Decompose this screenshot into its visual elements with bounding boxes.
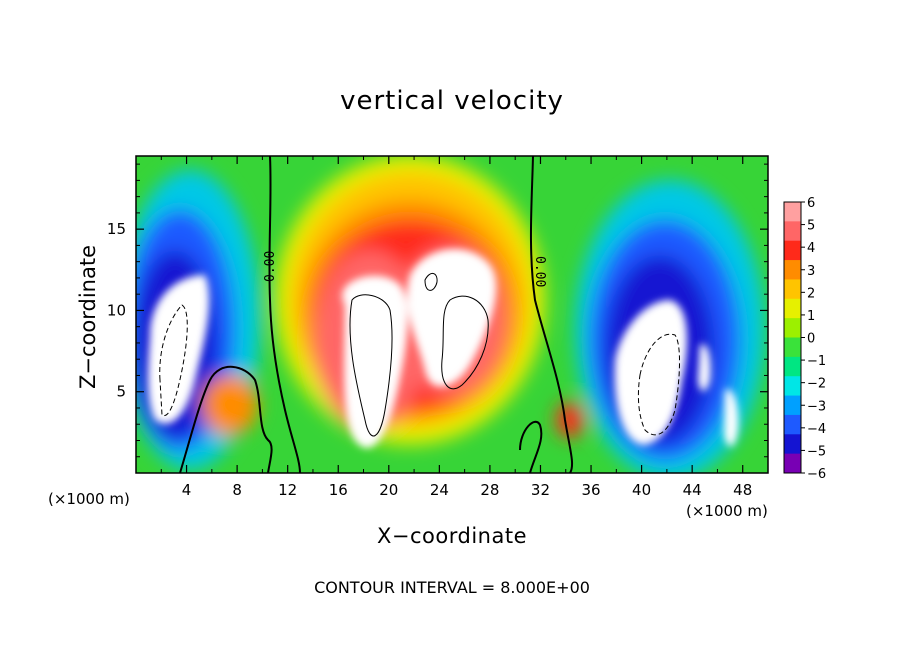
x-tick-label: 12 bbox=[278, 481, 297, 499]
chart-title: vertical velocity bbox=[340, 86, 564, 116]
colorbar: 6 5 4 3 2 1 0 −1 −2 −3 −4 −5 −6 bbox=[783, 196, 826, 482]
y-tick-label: 15 bbox=[107, 220, 126, 238]
colorbar-tick-label: 3 bbox=[807, 264, 815, 279]
colorbar-tick-label: −2 bbox=[807, 377, 826, 392]
contour-interval-text: CONTOUR INTERVAL = 8.000E+00 bbox=[314, 578, 590, 597]
colorbar-swatch bbox=[784, 221, 801, 242]
colorbar-swatch bbox=[784, 202, 801, 222]
x-tick-label: 20 bbox=[379, 481, 398, 499]
colorbar-tick-label: −5 bbox=[807, 444, 826, 459]
y-axis-ticks: 5 10 15 bbox=[107, 163, 768, 458]
colorbar-swatch bbox=[784, 260, 801, 280]
contour-label-left: 0.00 bbox=[263, 251, 278, 282]
contour-lines-dashed bbox=[159, 304, 681, 436]
colorbar-swatch bbox=[784, 434, 801, 455]
colorbar-swatch bbox=[784, 318, 801, 338]
colorbar-tick-label: 5 bbox=[807, 219, 815, 234]
contour-label-right: 0.00 bbox=[532, 256, 547, 287]
contour-lines bbox=[179, 156, 574, 473]
x-axis-unit: (×1000 m) bbox=[686, 502, 768, 520]
x-axis-ticks: 4 8 12 16 20 24 28 32 36 40 44 48 bbox=[160, 156, 752, 499]
x-tick-label: 16 bbox=[329, 481, 348, 499]
y-axis-label: Z−coordinate bbox=[76, 245, 100, 389]
x-tick-label: 8 bbox=[232, 481, 242, 499]
colorbar-tick-label: 6 bbox=[807, 196, 815, 211]
colorbar-tick-label: −3 bbox=[807, 399, 826, 414]
x-tick-label: 48 bbox=[733, 481, 752, 499]
heatmap-field bbox=[136, 156, 768, 473]
contour-lines-thin bbox=[349, 273, 489, 437]
colorbar-tick-label: −6 bbox=[807, 467, 826, 482]
colorbar-swatch bbox=[784, 453, 801, 474]
x-tick-label: 32 bbox=[531, 481, 550, 499]
x-tick-label: 28 bbox=[480, 481, 499, 499]
colorbar-tick-label: −4 bbox=[807, 422, 826, 437]
contour-labels: 0.00 0.00 bbox=[263, 251, 547, 288]
y-tick-label: 10 bbox=[107, 301, 126, 319]
x-tick-label: 24 bbox=[430, 481, 449, 499]
colorbar-swatch bbox=[784, 356, 801, 377]
plot-frame bbox=[135, 155, 769, 474]
colorbar-swatch bbox=[784, 414, 801, 435]
colorbar-swatch bbox=[784, 279, 801, 300]
colorbar-tick-label: 1 bbox=[807, 309, 815, 324]
colorbar-swatch bbox=[784, 298, 801, 319]
colorbar-tick-label: 4 bbox=[807, 241, 815, 256]
y-axis-unit: (×1000 m) bbox=[48, 490, 130, 508]
colorbar-swatch bbox=[784, 395, 801, 416]
y-tick-label: 5 bbox=[116, 383, 126, 401]
colorbar-tick-label: 0 bbox=[807, 332, 815, 347]
x-tick-label: 4 bbox=[182, 481, 192, 499]
x-tick-label: 44 bbox=[683, 481, 702, 499]
x-tick-label: 36 bbox=[581, 481, 600, 499]
colorbar-swatch bbox=[784, 337, 801, 358]
colorbar-swatch bbox=[784, 240, 801, 261]
colorbar-swatch bbox=[784, 376, 801, 397]
colorbar-tick-label: 2 bbox=[807, 286, 815, 301]
x-tick-label: 40 bbox=[632, 481, 651, 499]
colorbar-tick-label: −1 bbox=[807, 354, 826, 369]
x-axis-label: X−coordinate bbox=[377, 524, 527, 548]
